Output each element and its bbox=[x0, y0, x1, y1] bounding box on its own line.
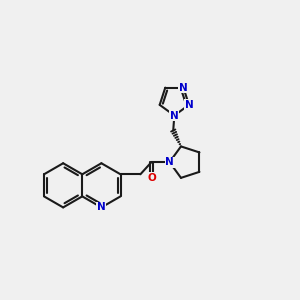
Text: N: N bbox=[184, 100, 194, 110]
Text: N: N bbox=[179, 82, 188, 93]
Text: N: N bbox=[97, 202, 106, 212]
Text: O: O bbox=[147, 173, 156, 183]
Text: N: N bbox=[165, 157, 174, 167]
Text: N: N bbox=[170, 110, 179, 121]
